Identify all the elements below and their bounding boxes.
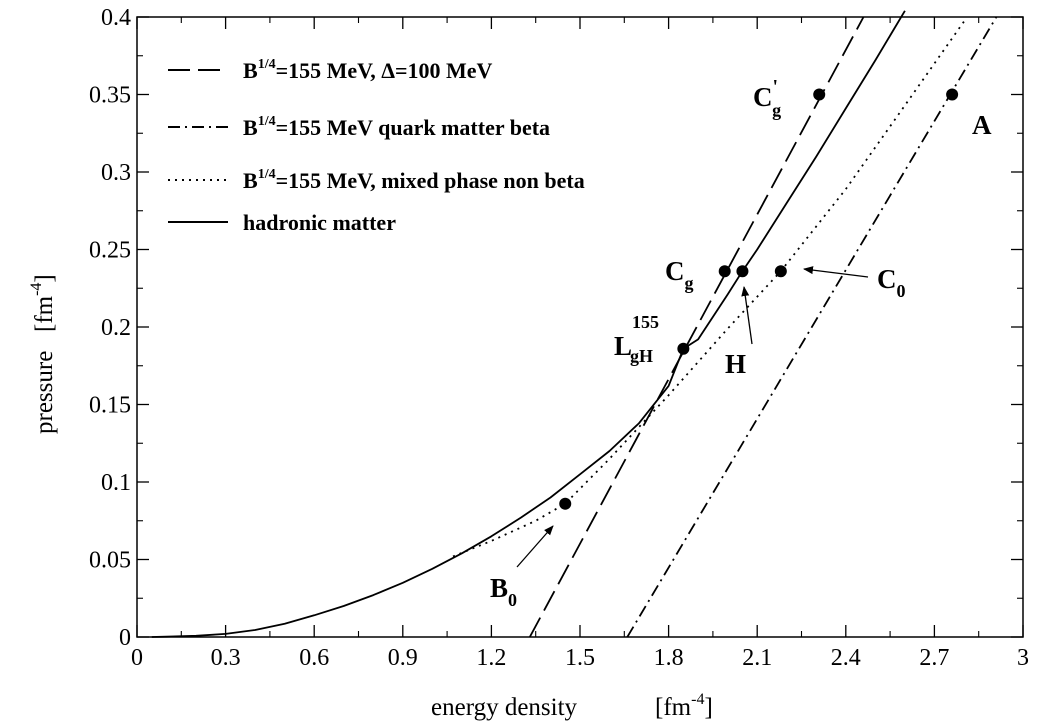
y-axis-title: pressure [fm-4]	[28, 274, 58, 434]
annotation-c0-label: C0	[877, 264, 906, 301]
y-tick-label: 0	[119, 625, 131, 651]
annotation-h-label: H	[725, 349, 746, 379]
y-tick-label: 0.15	[89, 393, 131, 419]
marked-point	[774, 265, 787, 278]
x-tick-label: 3	[1017, 645, 1029, 671]
y-tick-label: 0.05	[89, 548, 131, 574]
marked-point	[718, 265, 731, 278]
x-axis-label: energy density	[431, 694, 578, 721]
marked-point	[559, 497, 572, 510]
y-tick-label: 0.35	[89, 83, 131, 109]
legend-label-solid: hadronic matter	[243, 210, 396, 235]
y-tick-label: 0.1	[101, 470, 131, 496]
x-tick-label: 1.5	[565, 645, 595, 671]
marked-point	[736, 265, 749, 278]
x-tick-label: 1.2	[476, 645, 506, 671]
x-tick-label: 1.8	[654, 645, 684, 671]
series-line-dotted	[452, 21, 965, 558]
legend-entry-dotted: B1/4=155 MeV, mixed phase non beta	[168, 167, 585, 193]
y-axis-label: pressure	[31, 351, 58, 434]
legend-label-dashed: B1/4=155 MeV, Δ=100 MeV	[243, 57, 493, 83]
annotation-a-label: A	[972, 110, 992, 140]
annotation-h-arrow	[741, 286, 753, 345]
annotation-b0: B0	[490, 525, 554, 610]
y-tick-label: 0.3	[101, 160, 131, 186]
legend-label-dashdot: B1/4=155 MeV quark matter beta	[243, 114, 550, 140]
annotation-c0: C0	[803, 264, 906, 301]
marked-point	[677, 342, 690, 355]
legend: B1/4=155 MeV, Δ=100 MeV B1/4=155 MeV qua…	[168, 57, 585, 235]
series-layer	[151, 10, 998, 638]
points-layer	[559, 88, 959, 510]
x-tick-label: 0.6	[299, 645, 329, 671]
x-tick-label: 0.9	[388, 645, 418, 671]
y-tick-label: 0.25	[89, 238, 131, 264]
annotation-cg-label: Cg	[665, 256, 694, 293]
annotation-lgh-label: L155 gH	[614, 312, 659, 366]
x-tick-label: 0.3	[211, 645, 241, 671]
legend-entry-dashed: B1/4=155 MeV, Δ=100 MeV	[168, 57, 493, 83]
series-line-dashed	[529, 16, 865, 638]
legend-label-dotted: B1/4=155 MeV, mixed phase non beta	[243, 167, 585, 193]
legend-entry-solid: hadronic matter	[168, 210, 396, 235]
axis-ticks: 0 0.3 0.6 0.9 1.2 1.5 1.8 2.1 2.4 2.7 3 0 0.05 0.1 0.1…	[89, 5, 1029, 671]
marked-point	[946, 88, 959, 101]
y-tick-label: 0.4	[101, 5, 131, 31]
annotation-b0-arrow	[516, 525, 554, 568]
annotation-b0-label: B0	[490, 573, 517, 610]
annotations: B0 L155 gH Cg H C0 C' g A	[490, 76, 992, 610]
x-tick-label: 2.1	[742, 645, 772, 671]
annotation-cg-prime-label: C' g	[753, 76, 781, 120]
x-tick-label: 2.4	[831, 645, 861, 671]
x-axis-unit: [fm-4]	[655, 691, 713, 721]
annotation-cg: Cg	[665, 256, 694, 293]
marked-point	[813, 88, 826, 101]
x-tick-label: 0	[131, 645, 143, 671]
series-line-solid	[151, 10, 906, 638]
series-line-dashdot	[626, 16, 998, 638]
legend-entry-dashdot: B1/4=155 MeV quark matter beta	[168, 114, 550, 140]
annotation-cg-prime: C' g	[753, 76, 781, 120]
x-tick-label: 2.7	[919, 645, 949, 671]
annotation-c0-arrow	[803, 266, 869, 278]
annotation-a: A	[972, 110, 992, 140]
x-axis-title: energy density [fm-4]	[431, 691, 713, 721]
annotation-h: H	[725, 286, 753, 379]
y-tick-label: 0.2	[101, 315, 131, 341]
annotation-lgh: L155 gH	[614, 312, 659, 366]
y-axis-unit: [fm-4]	[28, 274, 58, 332]
